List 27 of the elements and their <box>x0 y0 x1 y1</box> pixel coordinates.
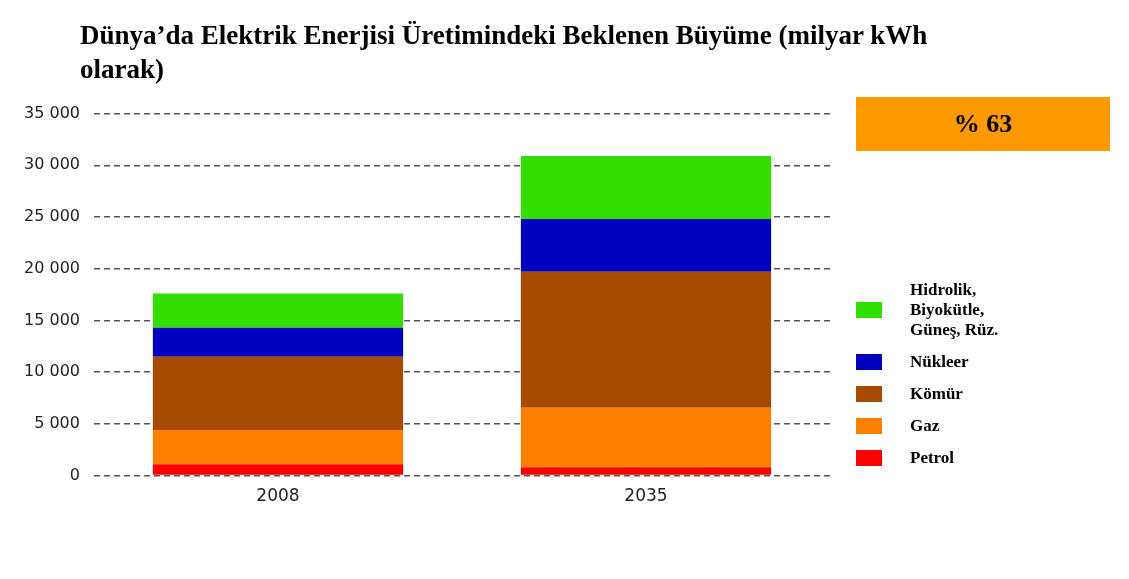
legend-label: Petrol <box>910 448 956 468</box>
y-tick-label: 35 000 <box>24 102 80 122</box>
bar <box>152 430 404 465</box>
bar <box>152 327 404 357</box>
legend-label: Nükleer <box>910 352 970 372</box>
chart-title: Dünya’da Elektrik Enerjisi Üretimindeki Beklenen Büyüme (milyar kWh olarak) <box>80 19 929 86</box>
bar <box>152 464 404 475</box>
bar <box>152 356 404 431</box>
legend-label: Kömür <box>910 384 964 404</box>
bar <box>520 271 772 408</box>
y-tick-label: 20 000 <box>24 257 80 277</box>
x-tick-label: 2008 <box>256 485 300 506</box>
y-tick-label: 25 000 <box>24 206 80 226</box>
bar <box>152 293 404 328</box>
y-tick-label: 10 000 <box>24 361 80 381</box>
y-tick-label: 0 <box>69 464 80 484</box>
text: % 63 <box>856 97 1110 151</box>
legend-label: Hidrolik, Biyokütle, Güneş, Rüz. <box>910 280 1000 340</box>
y-tick-label: 5 000 <box>34 413 80 433</box>
y-tick-label: 15 000 <box>24 309 80 329</box>
x-tick-label: 2035 <box>624 485 668 506</box>
bar <box>520 467 772 475</box>
bar <box>520 219 772 272</box>
y-tick-label: 30 000 <box>24 154 80 174</box>
bar <box>520 156 772 220</box>
bar <box>520 407 772 468</box>
legend-label: Gaz <box>910 416 941 436</box>
